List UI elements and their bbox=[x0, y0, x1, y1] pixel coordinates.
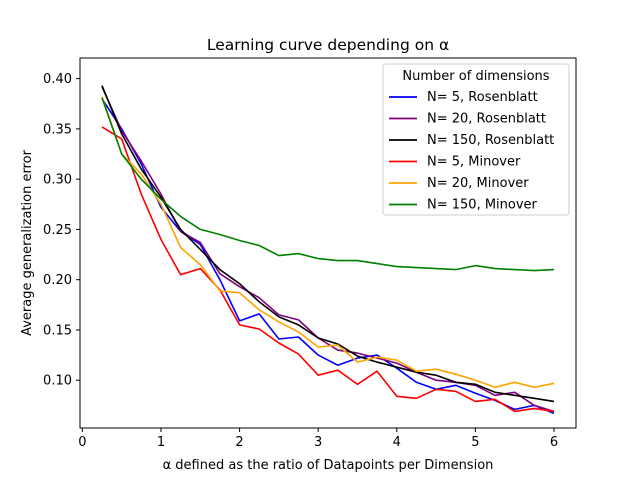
legend-title: Number of dimensions bbox=[402, 69, 549, 84]
x-tick-label: 4 bbox=[393, 435, 401, 450]
legend-label-6: N= 150, Minover bbox=[427, 198, 538, 213]
x-axis-label: α defined as the ratio of Datapoints per… bbox=[163, 458, 494, 473]
legend: Number of dimensions N= 5, RosenblattN= … bbox=[382, 63, 570, 216]
x-axis: 0 1 2 3 4 5 6 bbox=[78, 428, 558, 450]
series-layer bbox=[101, 85, 555, 415]
legend-label-5: N= 20, Minover bbox=[427, 176, 529, 191]
legend-label-2: N= 20, Rosenblatt bbox=[427, 112, 546, 127]
y-axis-label: Average generalization error bbox=[20, 149, 35, 335]
series-line-4 bbox=[101, 126, 555, 413]
chart-title: Learning curve depending on α bbox=[207, 36, 449, 54]
series-line-5 bbox=[101, 96, 555, 389]
y-tick-label: 0.15 bbox=[43, 323, 72, 338]
series-line-3 bbox=[101, 85, 555, 403]
y-axis: 0.10 0.15 0.20 0.25 0.30 0.35 0.40 bbox=[43, 72, 80, 389]
y-tick-label: 0.35 bbox=[43, 122, 72, 137]
series-line-1 bbox=[101, 98, 555, 415]
series-line-6 bbox=[101, 97, 555, 272]
legend-label-1: N= 5, Rosenblatt bbox=[427, 90, 538, 105]
plot-frame bbox=[79, 57, 577, 429]
x-tick-label: 6 bbox=[550, 435, 558, 450]
y-tick-label: 0.40 bbox=[43, 72, 72, 87]
legend-entries: N= 5, Rosenblatt N= 20, Rosenblatt N= 150,… bbox=[389, 90, 554, 213]
y-tick-label: 0.25 bbox=[43, 223, 72, 238]
x-tick-label: 2 bbox=[235, 435, 243, 450]
x-tick-label: 3 bbox=[314, 435, 322, 450]
y-tick-label: 0.20 bbox=[43, 273, 72, 288]
legend-box bbox=[382, 63, 570, 216]
y-tick-label: 0.10 bbox=[43, 374, 72, 389]
x-tick-label: 1 bbox=[157, 435, 165, 450]
x-tick-label: 0 bbox=[78, 435, 86, 450]
y-tick-label: 0.30 bbox=[43, 173, 72, 188]
x-tick-label: 5 bbox=[471, 435, 479, 450]
legend-label-3: N= 150, Rosenblatt bbox=[427, 133, 554, 148]
legend-label-4: N= 5, Minover bbox=[427, 155, 521, 170]
